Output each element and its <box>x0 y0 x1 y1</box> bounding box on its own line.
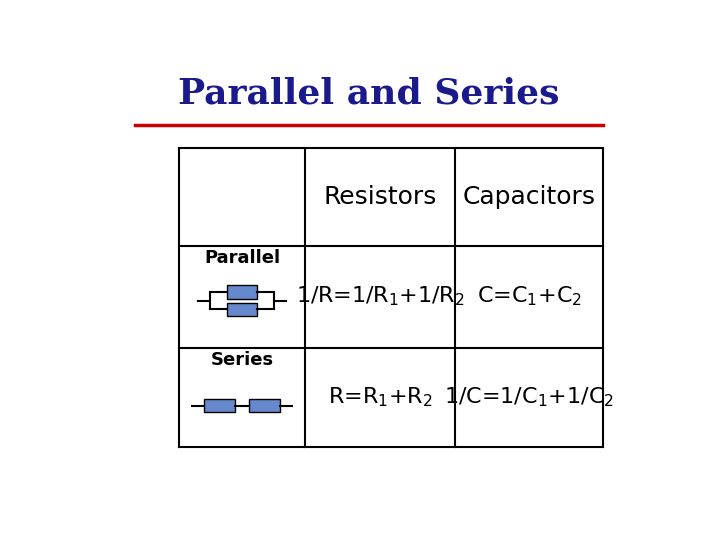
Text: C=C$_1$+C$_2$: C=C$_1$+C$_2$ <box>477 285 582 308</box>
FancyBboxPatch shape <box>227 285 258 299</box>
Text: 1/C=1/C$_1$+1/C$_2$: 1/C=1/C$_1$+1/C$_2$ <box>444 386 614 409</box>
Text: 1/R=1/R$_1$+1/R$_2$: 1/R=1/R$_1$+1/R$_2$ <box>296 285 464 308</box>
Text: Series: Series <box>210 351 274 369</box>
Text: Parallel: Parallel <box>204 249 280 267</box>
Text: Capacitors: Capacitors <box>463 185 596 209</box>
FancyBboxPatch shape <box>227 303 258 316</box>
Text: Parallel and Series: Parallel and Series <box>179 77 559 111</box>
Text: R=R$_1$+R$_2$: R=R$_1$+R$_2$ <box>328 386 433 409</box>
FancyBboxPatch shape <box>204 399 235 413</box>
FancyBboxPatch shape <box>249 399 279 413</box>
Text: Resistors: Resistors <box>323 185 437 209</box>
